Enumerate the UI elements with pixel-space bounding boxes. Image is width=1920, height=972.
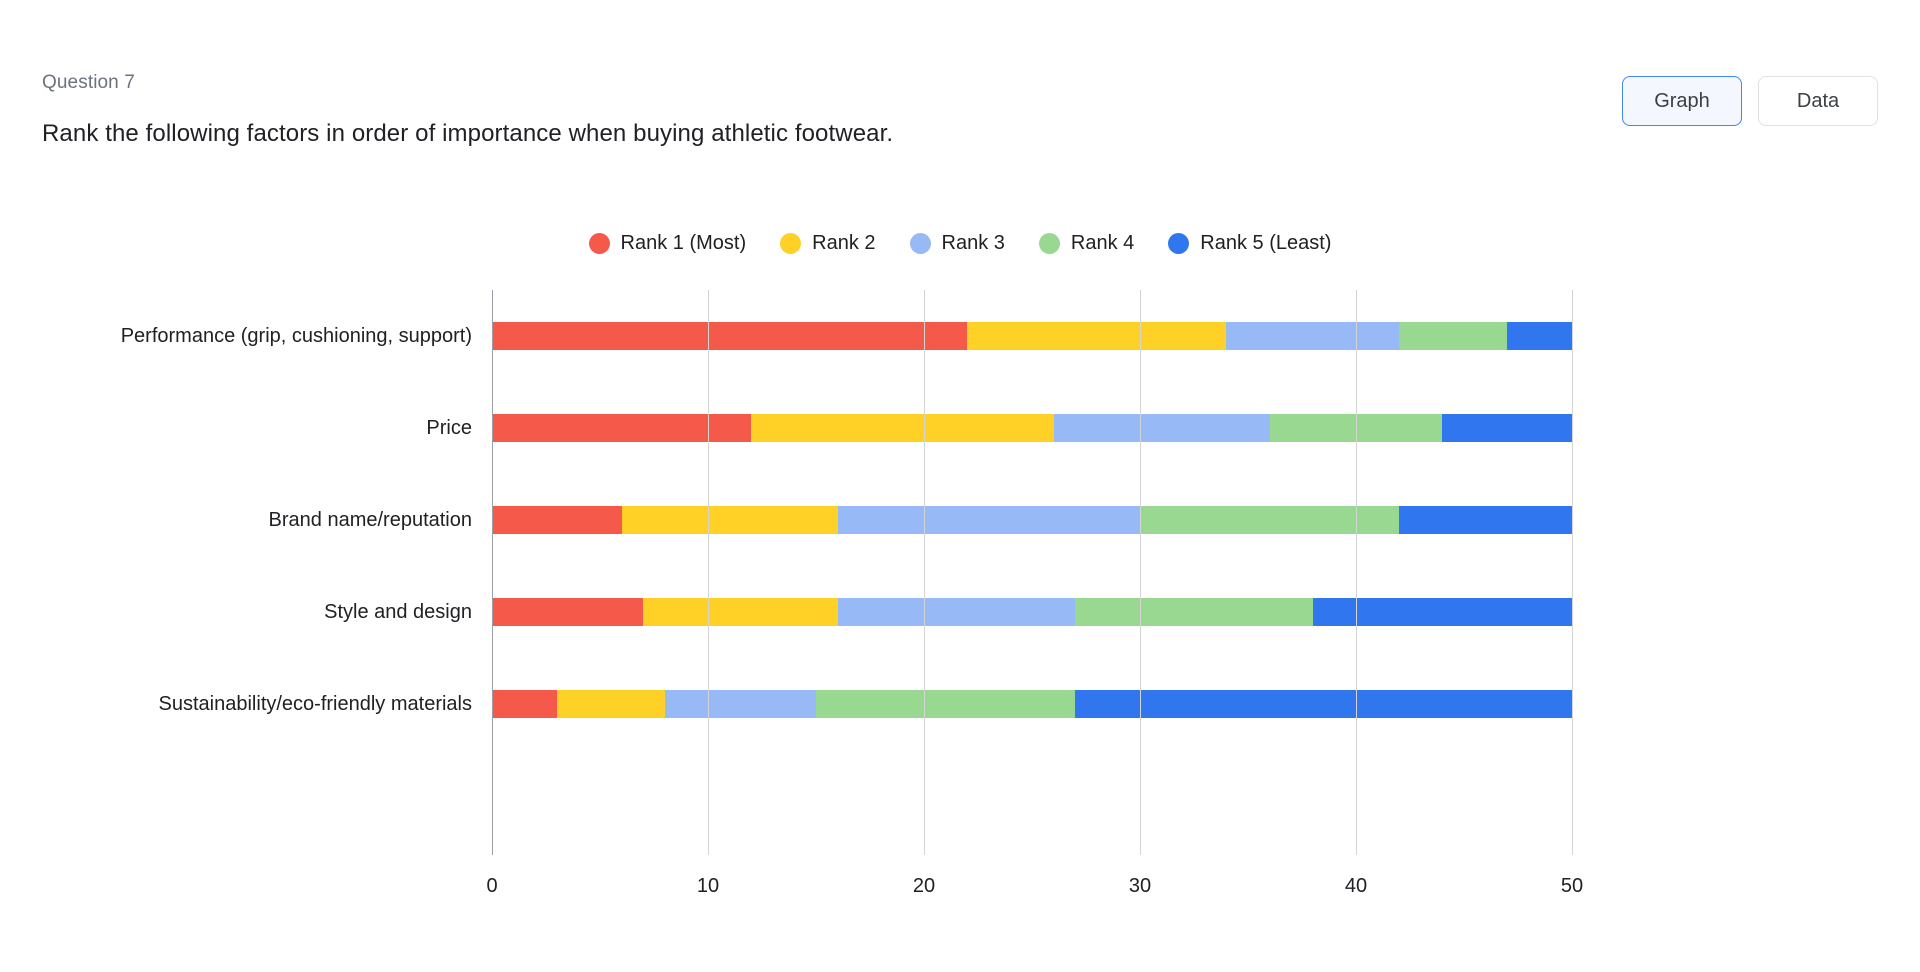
legend-label: Rank 5 (Least) bbox=[1200, 232, 1332, 254]
question-number: Question 7 bbox=[42, 72, 135, 93]
bar-segment[interactable] bbox=[492, 322, 968, 350]
bar-segment[interactable] bbox=[621, 506, 838, 534]
bar-segment[interactable] bbox=[492, 414, 752, 442]
bar-segment[interactable] bbox=[1399, 506, 1572, 534]
legend-item[interactable]: Rank 2 bbox=[780, 232, 876, 255]
bar-segment[interactable] bbox=[1442, 414, 1572, 442]
plot-area bbox=[492, 290, 1573, 855]
legend-swatch-icon bbox=[780, 233, 802, 254]
legend-item[interactable]: Rank 3 bbox=[909, 232, 1005, 255]
legend-label: Rank 3 bbox=[941, 232, 1005, 254]
x-tick-label: 30 bbox=[1128, 875, 1152, 897]
bar-segment[interactable] bbox=[837, 598, 1076, 626]
bar-segment[interactable] bbox=[1226, 322, 1400, 350]
bar-segment[interactable] bbox=[1507, 322, 1572, 350]
data-view-button[interactable]: Data bbox=[1758, 76, 1878, 126]
bar-segment[interactable] bbox=[1312, 598, 1572, 626]
bar-segment[interactable] bbox=[837, 506, 1140, 534]
bar-segment[interactable] bbox=[967, 322, 1227, 350]
bar-row bbox=[492, 322, 1572, 350]
bar-segment[interactable] bbox=[492, 598, 644, 626]
bar-segment[interactable] bbox=[1399, 322, 1508, 350]
x-tick-label: 0 bbox=[486, 875, 498, 897]
bar-segment[interactable] bbox=[664, 690, 816, 718]
chart-legend: Rank 1 (Most) Rank 2 Rank 3 Rank 4 Rank 5 (L… bbox=[0, 232, 1920, 255]
bar-segment[interactable] bbox=[751, 414, 1054, 442]
legend-swatch-icon bbox=[588, 233, 610, 254]
legend-label: Rank 2 bbox=[812, 232, 876, 254]
stacked-bar-chart: Performance (grip, cushioning, support) P… bbox=[0, 290, 1920, 910]
graph-view-button[interactable]: Graph bbox=[1622, 76, 1742, 126]
gridline bbox=[924, 290, 925, 855]
bar-segment[interactable] bbox=[1075, 598, 1313, 626]
category-label: Price bbox=[426, 417, 472, 439]
x-tick-label: 40 bbox=[1344, 875, 1368, 897]
legend-label: Rank 1 (Most) bbox=[620, 232, 747, 254]
category-label: Style and design bbox=[324, 601, 472, 623]
bar-row bbox=[492, 414, 1572, 442]
category-label: Brand name/reputation bbox=[268, 509, 472, 531]
legend-item[interactable]: Rank 5 (Least) bbox=[1168, 232, 1331, 255]
legend-swatch-icon bbox=[1038, 233, 1060, 254]
legend-label: Rank 4 bbox=[1070, 232, 1135, 254]
bar-segment[interactable] bbox=[1053, 414, 1270, 442]
gridline bbox=[1140, 290, 1141, 855]
bar-segment[interactable] bbox=[1075, 690, 1572, 718]
category-label: Sustainability/eco-friendly materials bbox=[158, 693, 472, 715]
bar-segment[interactable] bbox=[556, 690, 665, 718]
bar-segment[interactable] bbox=[1139, 506, 1400, 534]
x-tick-label: 50 bbox=[1560, 875, 1584, 897]
gridline bbox=[1572, 290, 1573, 855]
gridline bbox=[708, 290, 709, 855]
category-label: Performance (grip, cushioning, support) bbox=[120, 325, 472, 347]
bar-row bbox=[492, 598, 1572, 626]
bar-segment[interactable] bbox=[815, 690, 1076, 718]
y-axis-line bbox=[492, 290, 494, 855]
bar-segment[interactable] bbox=[492, 506, 622, 534]
legend-item[interactable]: Rank 1 (Most) bbox=[588, 232, 747, 255]
question-title: Rank the following factors in order of i… bbox=[42, 120, 894, 147]
bar-segment[interactable] bbox=[492, 690, 557, 718]
legend-swatch-icon bbox=[909, 233, 931, 254]
bar-segment[interactable] bbox=[643, 598, 838, 626]
legend-item[interactable]: Rank 4 bbox=[1038, 232, 1135, 255]
bar-row bbox=[492, 690, 1572, 718]
legend-swatch-icon bbox=[1168, 233, 1190, 254]
bar-row bbox=[492, 506, 1572, 534]
view-toggle-group: Graph Data bbox=[1622, 76, 1878, 126]
gridline bbox=[1356, 290, 1357, 855]
bar-rows bbox=[492, 290, 1572, 855]
x-tick-label: 20 bbox=[912, 875, 936, 897]
x-tick-label: 10 bbox=[696, 875, 720, 897]
bar-segment[interactable] bbox=[1269, 414, 1443, 442]
